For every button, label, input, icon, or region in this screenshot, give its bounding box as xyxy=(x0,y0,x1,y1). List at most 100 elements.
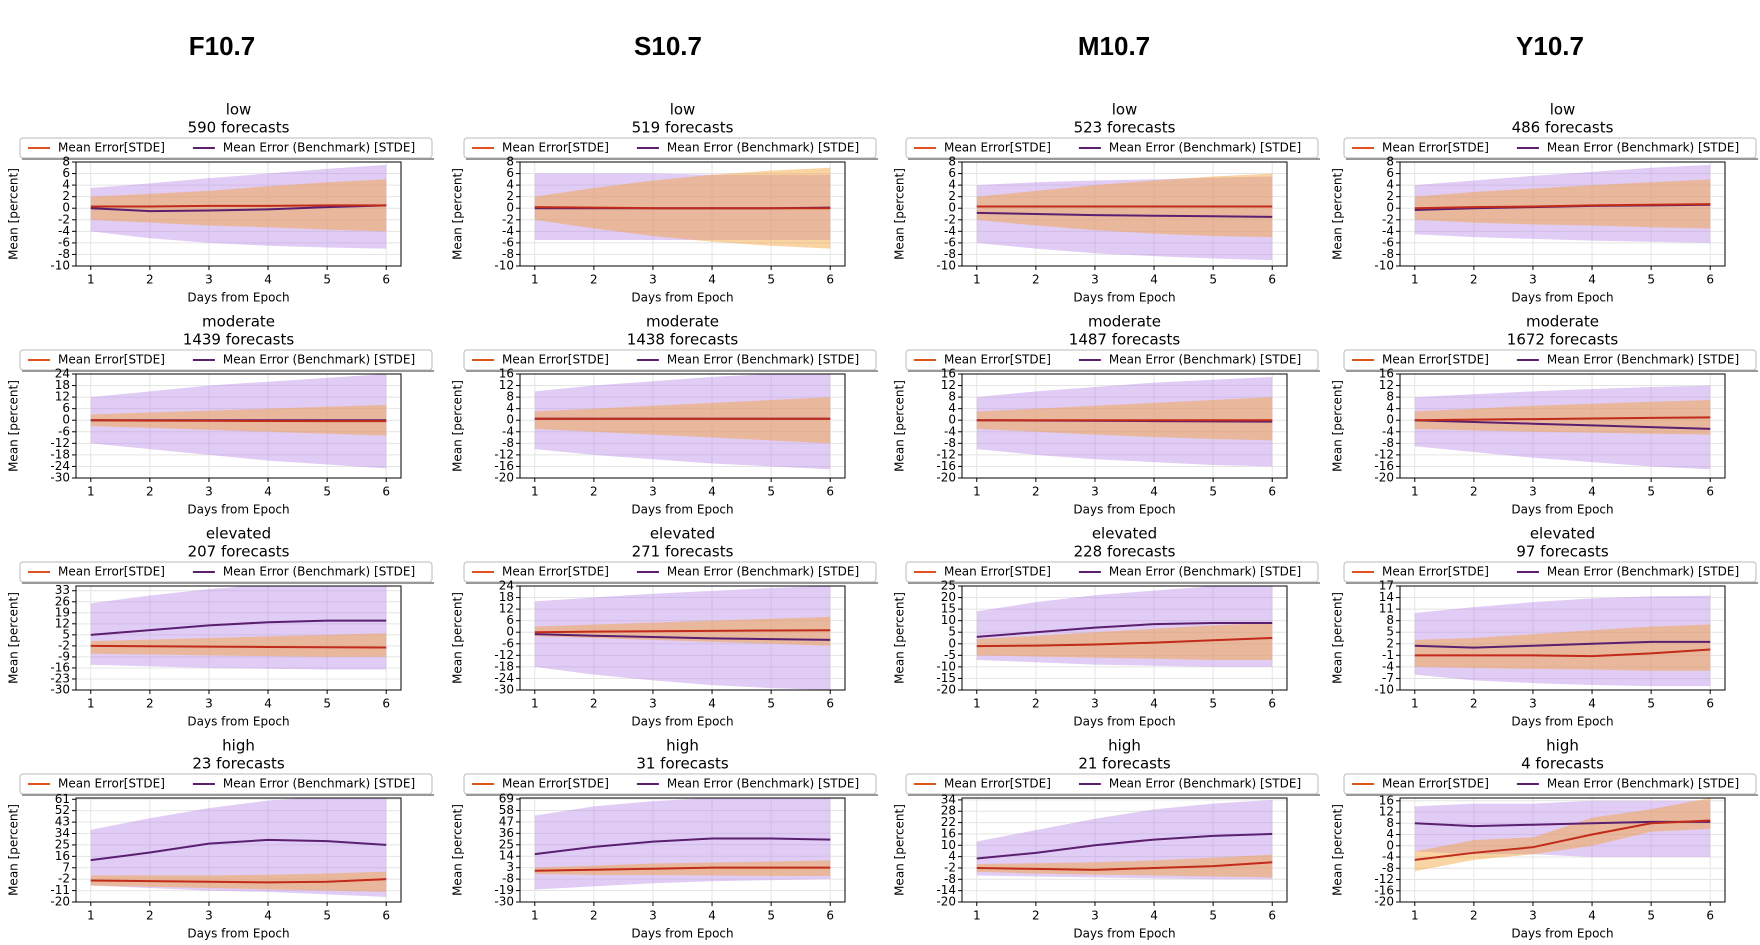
legend: Mean Error[STDE] Mean Error (Benchmark) [… xyxy=(463,349,878,372)
axes-frame xyxy=(75,797,402,903)
y-tick-label: 0 xyxy=(948,636,956,650)
subplot-subtitle: 4 forecasts xyxy=(1521,755,1604,773)
subplot-title: low xyxy=(670,101,696,119)
y-tick-label: -2 xyxy=(502,212,514,226)
y-tick-label: 25 xyxy=(941,579,956,593)
x-axis-label: Days from Epoch xyxy=(631,291,733,305)
legend-label: Mean Error (Benchmark) [STDE] xyxy=(1109,353,1301,367)
y-tick-label: -6 xyxy=(58,424,70,438)
y-tick-label: 4 xyxy=(1386,178,1394,192)
stde-band xyxy=(976,397,1273,441)
x-tick-label: 2 xyxy=(1032,485,1040,499)
mean-line xyxy=(534,633,831,641)
mean-line xyxy=(90,619,387,636)
x-tick-label: 3 xyxy=(649,909,657,923)
y-tick-label: 18 xyxy=(499,590,514,604)
y-tick-label: -10 xyxy=(50,259,70,273)
y-tick-label: 0 xyxy=(506,413,514,427)
axes-frame xyxy=(75,585,402,691)
x-tick-label: 5 xyxy=(323,909,331,923)
x-tick-label: 6 xyxy=(382,697,390,711)
x-tick-label: 5 xyxy=(1647,697,1655,711)
x-tick-label: 1 xyxy=(531,485,539,499)
axes-frame xyxy=(519,797,846,903)
y-tick-label: -4 xyxy=(1382,424,1394,438)
stde-band xyxy=(90,586,387,670)
subplot-title: high xyxy=(666,737,699,755)
x-tick-label: 5 xyxy=(323,485,331,499)
y-tick-label: 16 xyxy=(55,849,70,863)
axes-frame xyxy=(75,161,402,267)
y-tick-label: 43 xyxy=(55,815,70,829)
legend-shadow xyxy=(22,370,434,372)
legend-label: Mean Error[STDE] xyxy=(502,565,609,579)
y-tick-label: 16 xyxy=(941,826,956,840)
y-tick-label: 8 xyxy=(506,390,514,404)
x-axis-label: Days from Epoch xyxy=(1511,503,1613,517)
y-tick-label: 24 xyxy=(55,367,70,381)
y-tick-label: -23 xyxy=(50,671,70,685)
axes-frame xyxy=(1399,797,1726,903)
legend-shadow xyxy=(466,370,878,372)
x-tick-label: 4 xyxy=(708,697,716,711)
x-tick-label: 6 xyxy=(1706,485,1714,499)
y-tick-label: -15 xyxy=(936,671,956,685)
mean-line xyxy=(534,206,831,210)
y-tick-label: 2 xyxy=(1386,189,1394,203)
y-tick-label: -10 xyxy=(1374,683,1394,697)
x-axis-label: Days from Epoch xyxy=(1511,715,1613,729)
x-tick-label: 1 xyxy=(973,485,981,499)
stde-band xyxy=(534,397,831,444)
subplot-subtitle: 31 forecasts xyxy=(636,755,729,773)
subplot-subtitle: 97 forecasts xyxy=(1516,543,1609,561)
y-tick-label: 12 xyxy=(55,616,70,630)
y-tick-label: 7 xyxy=(62,860,70,874)
legend-shadow xyxy=(22,794,434,796)
x-tick-label: 2 xyxy=(590,697,598,711)
legend-shadow xyxy=(466,158,878,160)
y-tick-label: 4 xyxy=(506,401,514,415)
x-axis-label: Days from Epoch xyxy=(1073,503,1175,517)
subplot-title: moderate xyxy=(202,313,275,331)
legend-shadow xyxy=(1346,158,1758,160)
y-tick-label: -16 xyxy=(1374,459,1394,473)
x-tick-label: 4 xyxy=(708,909,716,923)
legend-label: Mean Error[STDE] xyxy=(58,565,165,579)
x-tick-label: 4 xyxy=(1150,697,1158,711)
x-tick-label: 4 xyxy=(708,485,716,499)
y-tick-label: 69 xyxy=(499,792,514,806)
legend: Mean Error[STDE] Mean Error (Benchmark) [… xyxy=(463,773,878,796)
axes-frame xyxy=(1399,161,1726,267)
y-tick-label: 4 xyxy=(1386,827,1394,841)
y-tick-label: -8 xyxy=(502,247,514,261)
y-tick-label: 8 xyxy=(1386,155,1394,169)
y-tick-label: 25 xyxy=(55,837,70,851)
mean-line xyxy=(534,629,831,634)
legend-label: Mean Error (Benchmark) [STDE] xyxy=(667,565,859,579)
x-tick-label: 4 xyxy=(708,273,716,287)
subplot-title: low xyxy=(1550,101,1576,119)
subplot-subtitle: 1438 forecasts xyxy=(627,331,739,349)
y-tick-label: 34 xyxy=(941,792,956,806)
legend-shadow xyxy=(22,158,434,160)
legend-label: Mean Error (Benchmark) [STDE] xyxy=(1109,141,1301,155)
y-tick-label: -5 xyxy=(944,648,956,662)
legend-label: Mean Error[STDE] xyxy=(944,777,1051,791)
y-tick-label: -12 xyxy=(1374,447,1394,461)
y-tick-label: -20 xyxy=(936,895,956,909)
legend: Mean Error[STDE] Mean Error (Benchmark) [… xyxy=(19,137,434,160)
y-tick-label: -18 xyxy=(50,447,70,461)
y-axis-label: Mean [percent] xyxy=(451,592,465,684)
x-tick-label: 5 xyxy=(767,485,775,499)
y-tick-label: -8 xyxy=(1382,247,1394,261)
axes-frame xyxy=(961,585,1288,691)
stde-band xyxy=(1414,624,1711,671)
legend: Mean Error[STDE] Mean Error (Benchmark) [… xyxy=(1343,773,1758,796)
stde-band xyxy=(1414,385,1711,470)
y-axis-label: Mean [percent] xyxy=(451,804,465,896)
y-tick-label: 4 xyxy=(948,178,956,192)
x-tick-label: 3 xyxy=(1529,697,1537,711)
